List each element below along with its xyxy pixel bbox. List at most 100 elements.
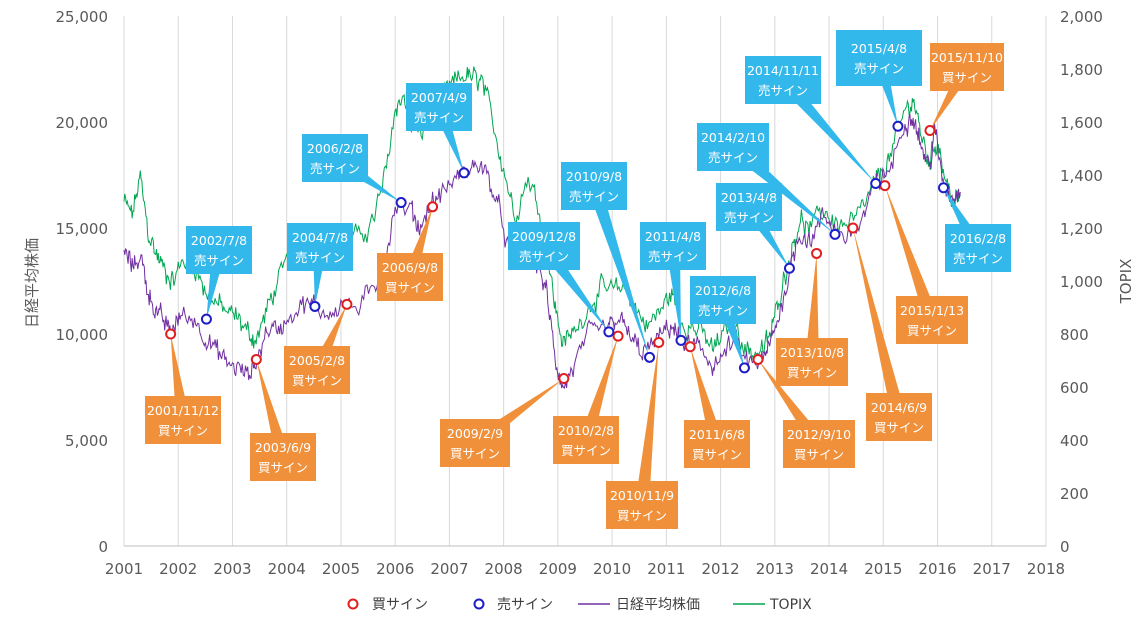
buy-callout-label: 買サイン [692,447,742,462]
x-tick-label: 2015 [864,560,902,578]
buy-callout-date: 2001/11/12 [147,403,219,418]
sell-callout-box [561,162,627,210]
buy-signal-marker [612,330,624,342]
right-y-tick-label: 0 [1060,538,1070,556]
sell-callout-box [945,224,1011,272]
sell-callout-label: 売サイン [708,150,758,165]
sell-signal-marker [309,300,321,312]
sell-callout-box [836,30,922,86]
x-tick-label: 2007 [430,560,468,578]
sell-signal-marker [892,120,904,132]
sell-callout-date: 2014/2/10 [701,130,765,145]
right-y-tick-label: 600 [1060,379,1089,397]
sell-callout-box [745,56,821,104]
sell-signal-marker [783,262,795,274]
sell-signal-marker [644,351,656,363]
buy-callout-label: 買サイン [617,508,667,523]
buy-callout-label: 買サイン [258,460,308,475]
buy-signal-marker [924,124,936,136]
sell-callout-label: 売サイン [414,110,464,125]
sell-callout-box [716,183,782,231]
buy-callout-box [553,416,619,464]
sell-callout-label: 売サイン [194,253,244,268]
x-tick-label: 2011 [647,560,685,578]
sell-callout-box [186,226,252,274]
sell-callout-box [690,276,756,324]
x-tick-label: 2005 [322,560,360,578]
buy-signal-marker [653,336,665,348]
buy-callout-box [684,420,750,468]
sell-callout-label: 売サイン [295,250,345,265]
sell-callout-box [302,134,368,182]
left-y-tick-label: 20,000 [56,114,109,132]
buy-callout-date: 2010/2/8 [558,423,614,438]
x-tick-label: 2008 [485,560,523,578]
x-tick-label: 2003 [213,560,251,578]
left-y-tick-label: 25,000 [56,8,109,26]
buy-callout-date: 2010/11/9 [610,488,674,503]
buy-signal-marker [250,353,262,365]
right-y-tick-labels: 0 200 400 600 800 1,000 1,200 1,400 1,600 1,800 2,… [1060,8,1103,556]
sell-callout-date: 2010/9/8 [566,169,622,184]
legend: 買サイン 売サイン 日経平均株価 TOPIX [347,597,812,613]
buy-signal-marker [752,353,764,365]
right-y-tick-label: 1,000 [1060,273,1103,291]
left-y-tick-label: 15,000 [56,220,109,238]
buy-callout-label: 買サイン [561,443,611,458]
buy-callout-pointer [852,228,906,419]
buy-callout-date: 2006/9/8 [382,260,438,275]
buy-signal-marker [341,298,353,310]
buy-callout-label: 買サイン [385,280,435,295]
buy-callout-date: 2005/2/8 [289,353,345,368]
sell-callout-label: 売サイン [310,161,360,176]
buy-callout-box [776,338,848,386]
sell-signal-marker [603,326,615,338]
right-y-tick-label: 800 [1060,326,1089,344]
left-y-tick-label: 5,000 [65,432,108,450]
buy-callout-label: 買サイン [292,373,342,388]
legend-sell-marker [473,598,485,610]
sell-callout-date: 2002/7/8 [191,233,247,248]
sell-signal-marker [937,182,949,194]
buy-callout-date: 2011/6/8 [689,427,745,442]
right-y-tick-label: 1,800 [1060,61,1103,79]
sell-callout-date: 2009/12/8 [512,229,576,244]
buy-callout-box [284,346,350,394]
sell-callout-date: 2007/4/9 [411,90,467,105]
left-y-tick-labels: 0 5,000 10,000 15,000 20,000 25,000 [56,8,109,556]
buy-callout-date: 2009/2/9 [447,426,503,441]
x-tick-label: 2012 [701,560,739,578]
sell-callout-pointer [587,183,650,358]
buy-callout-box [377,253,443,301]
right-y-tick-label: 2,000 [1060,8,1103,26]
buy-callout-label: 買サイン [450,446,500,461]
buy-signal-marker [847,222,859,234]
buy-callout-box [930,43,1004,91]
x-tick-label: 2006 [376,560,414,578]
buy-callout-label: 買サイン [942,70,992,85]
right-y-tick-label: 400 [1060,432,1089,450]
x-tick-label: 2004 [268,560,306,578]
x-tick-label: 2001 [105,560,143,578]
buy-callout-label: 買サイン [787,365,837,380]
buy-callout-box [896,296,968,344]
buy-callout-box [866,393,932,441]
signal-markers [165,120,949,385]
sell-callout-label: 売サイン [698,303,748,318]
buy-callout-date: 2013/10/8 [780,345,844,360]
sell-callout-date: 2014/11/11 [747,63,819,78]
buy-callout-date: 2003/6/9 [255,440,311,455]
buy-callout-pointer [579,336,619,443]
sell-signal-marker [870,177,882,189]
right-axis-title: TOPIX [1117,259,1135,305]
sell-signal-marker [829,228,841,240]
sell-callout-label: 売サイン [953,251,1003,266]
x-tick-label: 2002 [159,560,197,578]
sell-signal-marker [738,362,750,374]
buy-callout-date: 2015/11/10 [931,50,1003,65]
buy-callout-box [783,420,855,468]
buy-callout-date: 2012/9/10 [787,427,851,442]
left-axis-title: 日経平均株価 [23,238,41,328]
buy-signal-marker [165,328,177,340]
